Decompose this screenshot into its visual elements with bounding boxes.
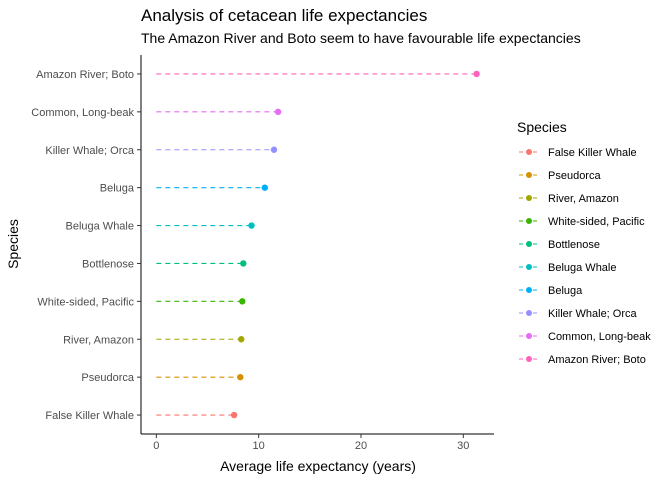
x-tick-label: 10 [253, 440, 265, 452]
legend-key-point [526, 218, 532, 224]
lollipop-point [237, 373, 244, 381]
lollipop-point [473, 70, 480, 78]
legend-key-point [526, 172, 532, 178]
legend-label: Common, Long-beak [548, 331, 651, 343]
y-tick-label: False Killer Whale [45, 410, 134, 422]
legend-key-point [526, 287, 532, 293]
lollipop-point [239, 298, 246, 305]
legend-label: White-sided, Pacific [548, 216, 645, 228]
y-tick-label: Common, Long-beak [31, 107, 134, 119]
legend-label: Pseudorca [548, 170, 601, 182]
y-tick-label: Beluga [100, 183, 135, 195]
legend-key-point [526, 310, 532, 316]
lollipop-point [230, 411, 238, 419]
legend-label: Bottlenose [548, 239, 600, 251]
legend-key-point [526, 264, 532, 270]
legend-key-point [526, 149, 532, 155]
legend-key-point [526, 241, 532, 247]
y-tick-label: Pseudorca [81, 372, 134, 384]
x-tick-label: 0 [153, 440, 159, 452]
legend-label: Beluga [548, 285, 583, 297]
y-tick-label: River, Amazon [63, 334, 134, 346]
lollipop-point [274, 108, 282, 116]
lollipop-point [270, 146, 278, 153]
plot-area: 0 10 20 30 False Killer Whale Pseudorca River,… [31, 55, 494, 452]
legend-label: Amazon River; Boto [548, 354, 646, 366]
lollipop-point [261, 184, 269, 191]
legend-key-point [526, 333, 532, 339]
legend-key-point [526, 356, 532, 362]
chart-title: Analysis of cetacean life expectancies [141, 6, 427, 25]
legend-title: Species [517, 119, 567, 135]
y-tick-label: Beluga Whale [66, 221, 135, 233]
y-tick-label: White-sided, Pacific [37, 296, 134, 308]
legend-label: Killer Whale; Orca [548, 308, 638, 320]
lollipop-point [238, 336, 245, 343]
legend-label: River, Amazon [548, 193, 619, 205]
lollipop-point [248, 222, 255, 229]
lollipop-point [240, 260, 247, 267]
x-axis-title: Average life expectancy (years) [220, 458, 416, 474]
x-tick-label: 30 [457, 440, 469, 452]
chart-subtitle: The Amazon River and Boto seem to have f… [141, 30, 581, 46]
legend-label: Beluga Whale [548, 262, 617, 274]
y-tick-label: Amazon River; Boto [36, 69, 134, 81]
y-tick-label: Killer Whale; Orca [45, 145, 135, 157]
legend-label: False Killer Whale [548, 147, 637, 159]
y-axis-title: Species [5, 219, 21, 269]
legend-key-point [526, 195, 532, 201]
y-tick-label: Bottlenose [82, 258, 134, 270]
x-tick-label: 20 [355, 440, 367, 452]
legend: Species False Killer Whale Pseudorca River… [517, 119, 651, 366]
